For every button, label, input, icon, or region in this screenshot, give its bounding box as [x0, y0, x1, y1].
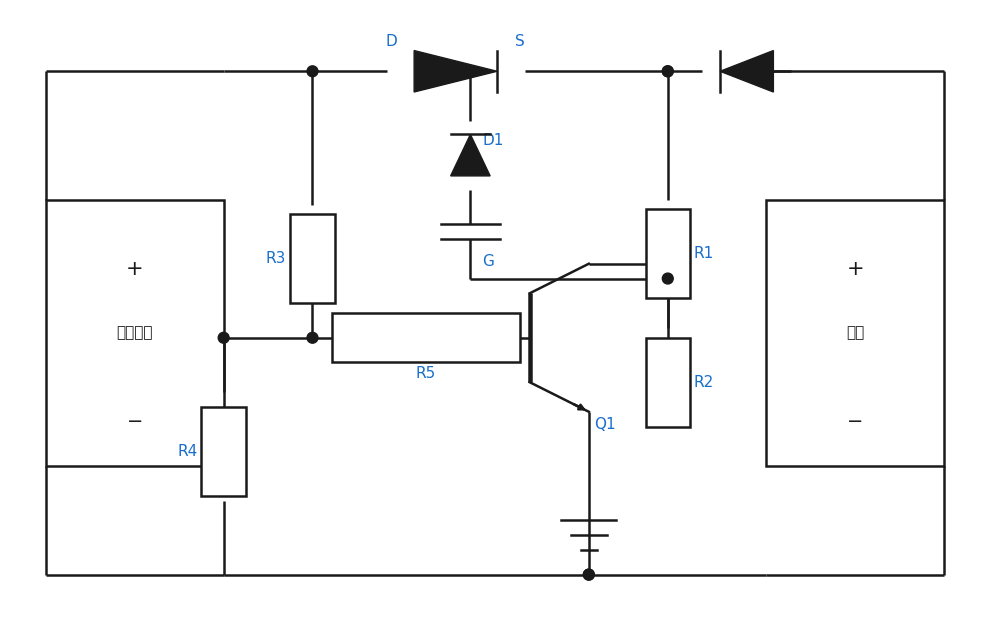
Text: Q1: Q1	[594, 417, 615, 432]
Text: 电池: 电池	[846, 325, 864, 340]
Text: +: +	[126, 258, 144, 279]
Text: −: −	[127, 412, 143, 431]
Text: −: −	[847, 412, 863, 431]
Text: S: S	[515, 34, 525, 48]
Text: 充电输入: 充电输入	[117, 325, 153, 340]
Circle shape	[307, 66, 318, 77]
Text: R2: R2	[694, 375, 714, 390]
Polygon shape	[720, 50, 773, 92]
Circle shape	[218, 332, 229, 343]
Text: R5: R5	[416, 366, 436, 382]
Circle shape	[662, 66, 673, 77]
Circle shape	[662, 66, 673, 77]
Text: R4: R4	[177, 444, 198, 459]
Bar	[646, 338, 690, 427]
Text: G: G	[482, 254, 494, 269]
Bar	[766, 200, 944, 466]
Text: R1: R1	[694, 246, 714, 262]
Text: D: D	[386, 34, 397, 48]
Bar	[46, 200, 224, 466]
Text: D1: D1	[482, 133, 504, 148]
Polygon shape	[451, 135, 490, 176]
Text: R3: R3	[266, 251, 286, 266]
Circle shape	[307, 332, 318, 343]
Text: +: +	[846, 258, 864, 279]
Bar	[332, 313, 520, 362]
Circle shape	[583, 569, 594, 580]
Circle shape	[662, 273, 673, 284]
Bar	[290, 214, 335, 303]
Bar	[646, 209, 690, 299]
Bar	[201, 407, 246, 496]
Circle shape	[583, 569, 594, 580]
Polygon shape	[414, 50, 497, 92]
